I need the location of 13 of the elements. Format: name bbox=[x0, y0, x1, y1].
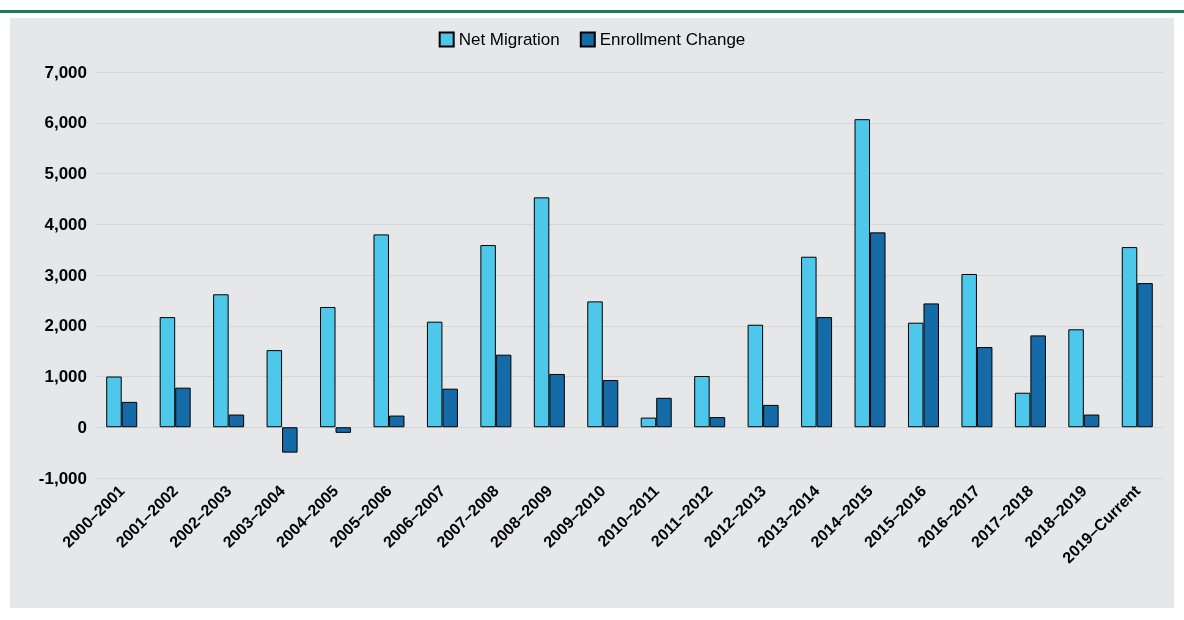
y-tick-label: 5,000 bbox=[44, 164, 87, 183]
bar bbox=[282, 427, 298, 453]
legend-label: Enrollment Change bbox=[599, 30, 746, 49]
y-tick-label: 3,000 bbox=[44, 265, 87, 285]
legend-label: Net Migration bbox=[458, 30, 560, 49]
y-tick-label: 0 bbox=[77, 417, 87, 437]
y-tick-label: 4,000 bbox=[44, 214, 87, 234]
y-tick-label: 1,000 bbox=[44, 367, 87, 386]
y-tick-label: 6,000 bbox=[44, 113, 87, 133]
y-tick-label: -1,000 bbox=[38, 468, 87, 488]
y-tick-label: 2,000 bbox=[44, 316, 87, 336]
y-tick-label: 7,000 bbox=[44, 62, 87, 82]
bar bbox=[266, 350, 283, 428]
